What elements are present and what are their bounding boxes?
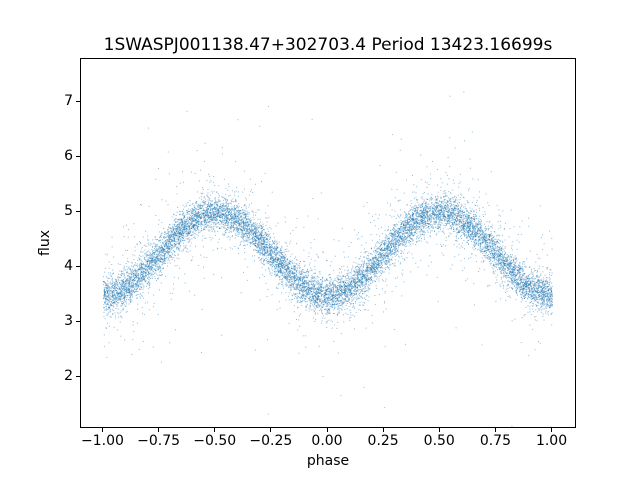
y-tick-label: 3 bbox=[64, 313, 73, 330]
y-tick-label: 2 bbox=[64, 368, 73, 385]
y-tick-mark bbox=[76, 266, 80, 268]
x-tick-mark bbox=[551, 428, 553, 432]
x-axis-label: phase bbox=[306, 453, 350, 469]
x-tick-label: −0.75 bbox=[137, 433, 181, 449]
y-tick-mark bbox=[76, 101, 80, 103]
y-tick-mark bbox=[76, 156, 80, 158]
scatter-canvas bbox=[81, 59, 575, 427]
x-tick-label: −1.00 bbox=[81, 433, 124, 449]
x-tick-mark bbox=[326, 428, 328, 432]
y-tick-mark bbox=[76, 211, 80, 213]
y-tick-label: 4 bbox=[64, 258, 73, 275]
y-tick-label: 6 bbox=[64, 148, 73, 165]
plot-area bbox=[80, 58, 576, 428]
y-tick-label: 5 bbox=[64, 203, 73, 220]
y-tick-label: 7 bbox=[64, 93, 73, 110]
y-tick-mark bbox=[76, 376, 80, 378]
x-tick-label: 0.75 bbox=[479, 433, 511, 449]
x-tick-label: 0.00 bbox=[311, 433, 343, 449]
x-tick-mark bbox=[101, 428, 103, 432]
x-tick-mark bbox=[494, 428, 496, 432]
y-axis-label: flux bbox=[37, 230, 53, 256]
x-tick-mark bbox=[270, 428, 272, 432]
x-tick-label: −0.25 bbox=[249, 433, 293, 449]
x-tick-label: 0.25 bbox=[367, 433, 399, 449]
x-tick-mark bbox=[214, 428, 216, 432]
x-tick-label: 0.50 bbox=[423, 433, 455, 449]
x-tick-label: −0.50 bbox=[193, 433, 237, 449]
y-tick-mark bbox=[76, 321, 80, 323]
chart-title: 1SWASPJ001138.47+302703.4 Period 13423.1… bbox=[103, 35, 553, 55]
x-tick-mark bbox=[158, 428, 160, 432]
x-tick-mark bbox=[382, 428, 384, 432]
x-tick-mark bbox=[438, 428, 440, 432]
x-tick-label: 1.00 bbox=[535, 433, 568, 449]
